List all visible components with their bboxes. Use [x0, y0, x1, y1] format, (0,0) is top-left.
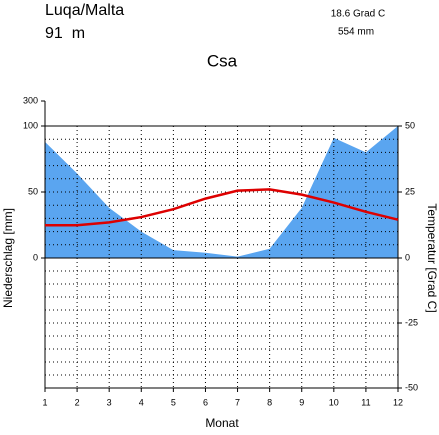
- x-tick-label: 3: [107, 397, 112, 407]
- y-tick-label: 50: [28, 186, 38, 196]
- x-tick-label: 7: [235, 397, 240, 407]
- x-tick-label: 9: [299, 397, 304, 407]
- y2-tick-label: 25: [405, 186, 415, 196]
- y-tick-label: 100: [23, 120, 38, 130]
- y2-tick-label: 0: [405, 252, 410, 262]
- x-tick-label: 10: [329, 397, 339, 407]
- chart-title: Csa: [207, 51, 238, 70]
- station: Luqa/Malta: [45, 2, 124, 19]
- y-axis-label: Niederschlag [mm]: [1, 208, 15, 308]
- y2-axis-label: Temperatur [Grad C]: [425, 203, 439, 312]
- x-tick-label: 5: [171, 397, 176, 407]
- y2-tick-label: -50: [405, 382, 418, 392]
- x-tick-label: 4: [139, 397, 144, 407]
- y-tick-label: 300: [23, 95, 38, 105]
- x-tick-label: 2: [75, 397, 80, 407]
- x-tick-label: 1: [42, 397, 47, 407]
- annual-precipitation: 554 mm: [338, 27, 374, 38]
- x-tick-label: 8: [267, 397, 272, 407]
- x-tick-label: 6: [203, 397, 208, 407]
- mean-temperature: 18.6 Grad C: [331, 9, 385, 20]
- temperature-line: [45, 188, 399, 227]
- x-tick-label: 11: [361, 397, 370, 407]
- x-axis-label: Monat: [205, 416, 239, 430]
- precipitation-area: [45, 126, 398, 258]
- y-tick-label: 0: [33, 252, 38, 262]
- x-tick-label: 12: [393, 397, 403, 407]
- y2-tick-label: -25: [405, 317, 418, 327]
- y2-tick-label: 50: [405, 120, 415, 130]
- elevation: 91 m: [45, 25, 85, 42]
